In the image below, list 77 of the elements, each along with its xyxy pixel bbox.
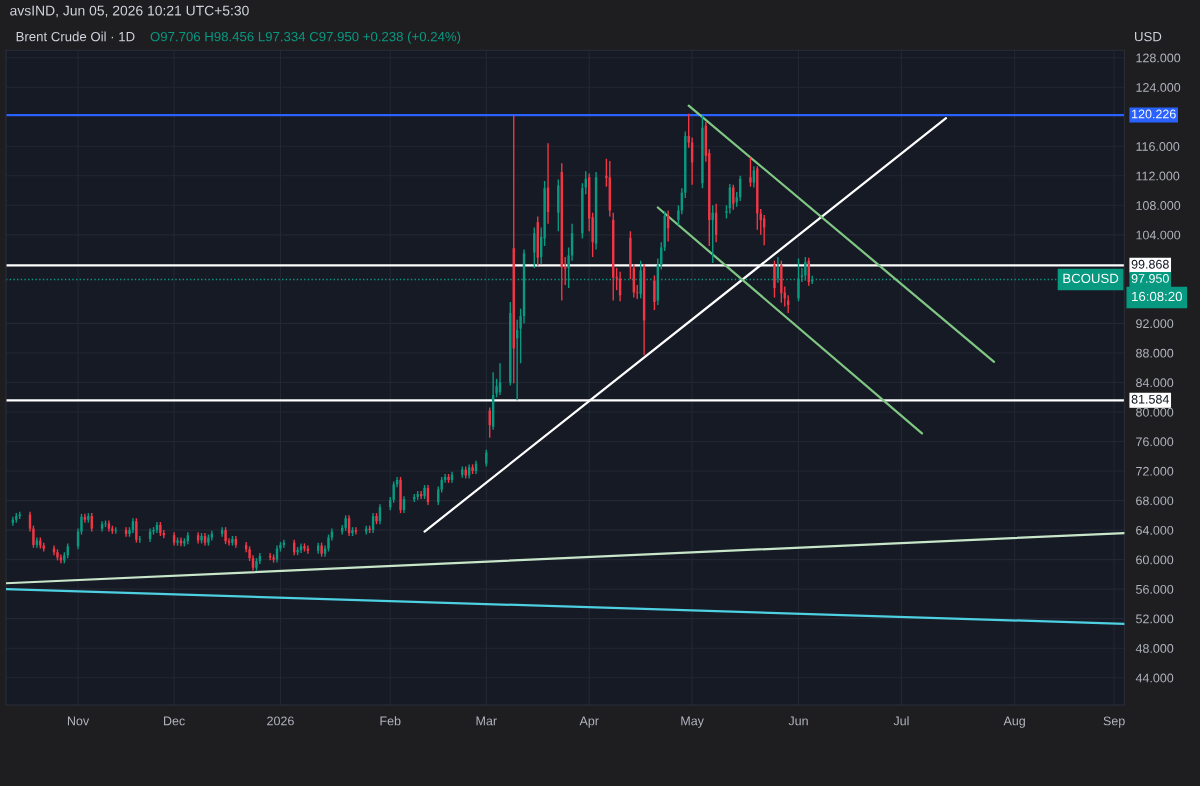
text: avsIND, Jun 05, 2026 10:21 UTC+5:30 (10, 5, 249, 18)
y-tick-label: 60.000 (1136, 555, 1174, 565)
candlestick (557, 178, 560, 232)
x-tick-label: Dec (164, 716, 185, 726)
candlestick (773, 259, 776, 299)
candlestick (296, 546, 299, 556)
candlestick (749, 156, 752, 188)
candlestick (804, 256, 807, 282)
candlestick (423, 484, 426, 500)
x-tick-label: Aug (1003, 716, 1025, 728)
candlestick (272, 553, 275, 564)
y-tick-label: 80.000 (1136, 407, 1174, 417)
y-tick-label: 104.000 (1136, 230, 1181, 240)
candlestick (564, 256, 567, 286)
ref-line-label: 99.868 (1131, 259, 1169, 269)
chart-title: Brent Crude Oil · 1D (16, 31, 135, 42)
candlestick (104, 519, 107, 528)
candlestick (87, 512, 90, 524)
candlestick (159, 521, 162, 537)
candlestick (255, 557, 258, 572)
y-tick-label: 112.000 (1136, 171, 1180, 181)
ref-line-label: 81.584 (1131, 394, 1169, 404)
y-tick-label: 124.000 (1136, 83, 1181, 92)
candlestick (471, 463, 474, 475)
y-tick-label: 56.000 (1136, 584, 1174, 594)
candlestick (111, 524, 114, 535)
x-tick-label: Feb (380, 716, 401, 726)
candlestick (780, 259, 783, 304)
candlestick (224, 526, 227, 545)
x-tick-label: Sep (1103, 716, 1125, 728)
candlestick (135, 517, 138, 544)
y-tick-label: 52.000 (1136, 614, 1174, 624)
x-tick-label: Mar (476, 716, 497, 726)
y-tick-label: 64.000 (1136, 525, 1174, 535)
text: 16:08:20 (1132, 291, 1182, 302)
y-tick-label: 76.000 (1136, 437, 1174, 447)
candlestick (797, 257, 800, 302)
candlestick (320, 541, 323, 558)
text: USD (1135, 31, 1162, 42)
x-tick-label: 2026 (267, 716, 294, 726)
y-tick-label: 84.000 (1136, 378, 1174, 388)
candlestick (207, 533, 210, 547)
candlestick (303, 542, 306, 553)
y-tick-label: 128.000 (1136, 53, 1181, 63)
candlestick (701, 115, 704, 190)
y-tick-label: 72.000 (1136, 466, 1174, 476)
y-tick-label: 68.000 (1136, 496, 1174, 506)
candlestick (176, 536, 179, 547)
y-tick-label: 108.000 (1136, 201, 1181, 210)
candlestick (231, 535, 234, 547)
x-tick-label: Jul (893, 716, 909, 726)
candlestick (344, 514, 347, 532)
candlestick (200, 532, 203, 545)
x-tick-label: Jun (788, 716, 808, 726)
y-tick-label: 44.000 (1135, 673, 1174, 683)
candlestick (653, 274, 656, 311)
candlestick (351, 526, 354, 537)
ref-line-label: 120.226 (1132, 109, 1176, 119)
candlestick (399, 476, 402, 514)
ref-line-label: 97.950 (1131, 274, 1169, 283)
x-tick-label: Nov (67, 716, 90, 726)
candlestick (447, 473, 450, 484)
candlestick (56, 548, 59, 562)
y-tick-label: 88.000 (1136, 348, 1174, 358)
x-tick-label: May (681, 716, 704, 728)
candlestick (354, 526, 358, 536)
candlestick (533, 226, 536, 269)
x-tick-label: Apr (579, 716, 599, 728)
annotation: BCOUSD (1063, 273, 1119, 284)
candlestick (327, 533, 330, 553)
candlestick (639, 259, 642, 300)
candlestick (375, 512, 378, 525)
y-tick-label: 92.000 (1136, 319, 1174, 329)
y-tick-label: 116.000 (1136, 142, 1180, 151)
y-tick-label: 48.000 (1135, 644, 1174, 653)
candlestick (732, 183, 735, 211)
text: O97.706 H98.456 L97.334 C97.950 +0.238 (+0.24%) (150, 31, 461, 44)
